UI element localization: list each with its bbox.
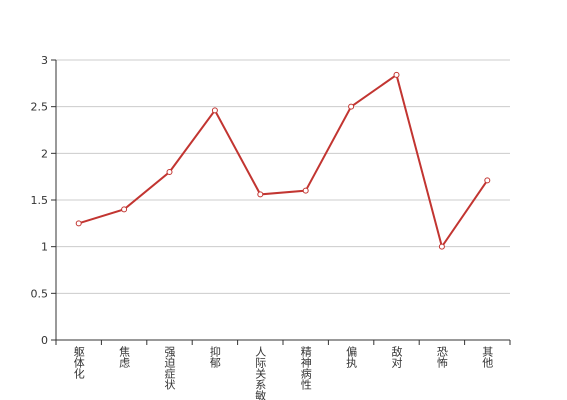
y-tick-label: 2.5 [31, 101, 49, 114]
line [78, 73, 489, 250]
y-tick-label: 1.5 [31, 194, 49, 207]
x-tick-label: 焦虑 [118, 346, 131, 368]
y-tick-label: 1 [41, 241, 48, 254]
x-tick-label: 躯体化 [72, 346, 85, 380]
point [166, 169, 173, 175]
x-tick-label: 偏执 [345, 345, 358, 369]
point [121, 206, 128, 213]
point [438, 243, 445, 250]
y-tick-label: 3 [41, 54, 48, 67]
point [257, 191, 264, 198]
x-tick-label: 其他 [481, 346, 494, 368]
y-tick-label: 2 [41, 147, 48, 160]
point [302, 187, 309, 194]
y-tick-label: 0 [41, 334, 48, 347]
point [211, 107, 218, 114]
point [75, 220, 82, 227]
x-tick-label: 敌对 [390, 345, 403, 368]
x-tick-label: 精神病性 [299, 346, 312, 391]
y-tick-label: 0.5 [31, 287, 49, 300]
point [393, 71, 400, 78]
point [348, 103, 355, 110]
x-tick-label: 强迫症状 [163, 346, 176, 390]
x-tick-label: 恐怖 [435, 346, 448, 368]
point [484, 177, 491, 184]
x-tick-label: 人际关系敏感 [254, 346, 267, 400]
x-tick-label: 抑郁 [208, 345, 221, 368]
